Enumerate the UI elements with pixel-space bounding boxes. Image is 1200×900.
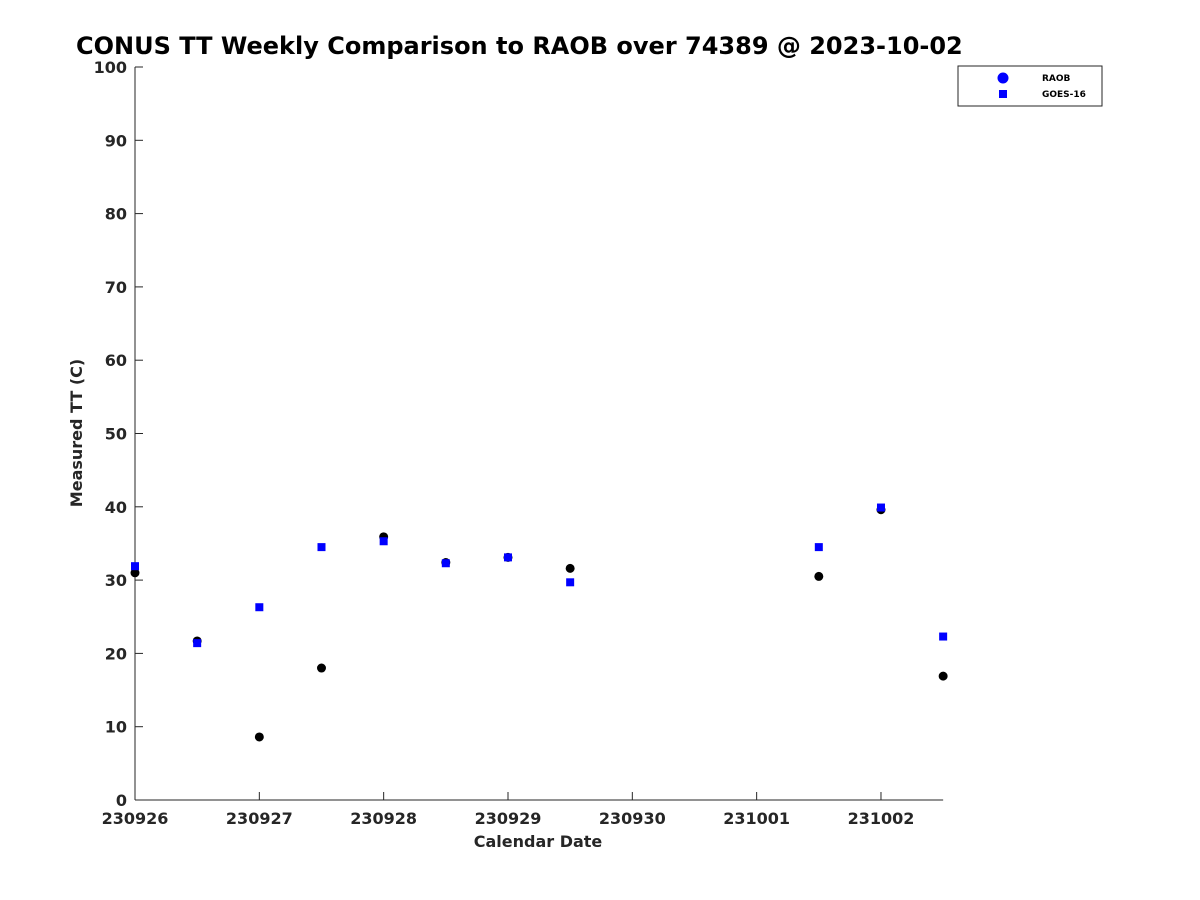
x-tick-label: 230930 xyxy=(599,809,666,828)
y-tick-label: 30 xyxy=(105,571,127,590)
raob-point xyxy=(565,563,575,573)
series-raob xyxy=(130,505,948,742)
y-tick-label: 20 xyxy=(105,644,127,663)
x-tick-label: 231002 xyxy=(848,809,915,828)
x-tick-label: 230927 xyxy=(226,809,293,828)
goes-16-point xyxy=(193,639,202,648)
y-tick-label: 100 xyxy=(94,58,127,77)
chart-title: CONUS TT Weekly Comparison to RAOB over … xyxy=(76,32,963,60)
x-tick-label: 230926 xyxy=(102,809,169,828)
goes-16-point xyxy=(379,537,388,546)
raob-point xyxy=(254,732,264,742)
legend-circle-icon xyxy=(997,72,1009,84)
legend-box xyxy=(957,65,1103,107)
goes-16-point xyxy=(131,562,139,571)
raob-point xyxy=(316,663,326,673)
x-tick-label: 231001 xyxy=(723,809,790,828)
raob-point xyxy=(938,671,948,681)
raob-point xyxy=(814,571,824,581)
x-tick-label: 230929 xyxy=(475,809,542,828)
y-tick-label: 50 xyxy=(105,425,127,444)
y-axis-label: Measured TT (C) xyxy=(67,359,86,507)
goes-16-point xyxy=(317,543,326,552)
x-axis-label: Calendar Date xyxy=(474,832,603,851)
legend-marker-raob xyxy=(997,72,1009,84)
x-axis: 230926 230927 230928 230929 230930 231001 2310… xyxy=(102,792,944,828)
y-tick-label: 40 xyxy=(105,498,127,517)
legend: RAOB GOES-16 xyxy=(957,65,1103,107)
goes-16-point xyxy=(255,603,264,612)
goes-16-point xyxy=(939,632,948,641)
y-tick-label: 10 xyxy=(105,718,127,737)
goes-16-point xyxy=(441,559,450,568)
y-tick-label: 0 xyxy=(116,791,127,810)
y-tick-label: 60 xyxy=(105,351,127,370)
legend-label-raob: RAOB xyxy=(1042,74,1071,84)
y-tick-label: 70 xyxy=(105,278,127,297)
legend-square-icon xyxy=(999,90,1007,98)
series-goes-16 xyxy=(131,503,948,648)
y-tick-label: 90 xyxy=(105,131,127,150)
legend-marker-goes-16 xyxy=(999,90,1007,98)
x-tick-label: 230928 xyxy=(350,809,417,828)
goes-16-point xyxy=(814,543,823,552)
y-tick-label: 80 xyxy=(105,205,127,224)
goes-16-point xyxy=(876,503,885,512)
goes-16-point xyxy=(566,578,575,587)
goes-16-point xyxy=(503,553,512,562)
y-axis: 0 10 20 30 40 50 60 70 80 90 100 xyxy=(94,58,143,810)
legend-label-goes-16: GOES-16 xyxy=(1042,90,1086,100)
